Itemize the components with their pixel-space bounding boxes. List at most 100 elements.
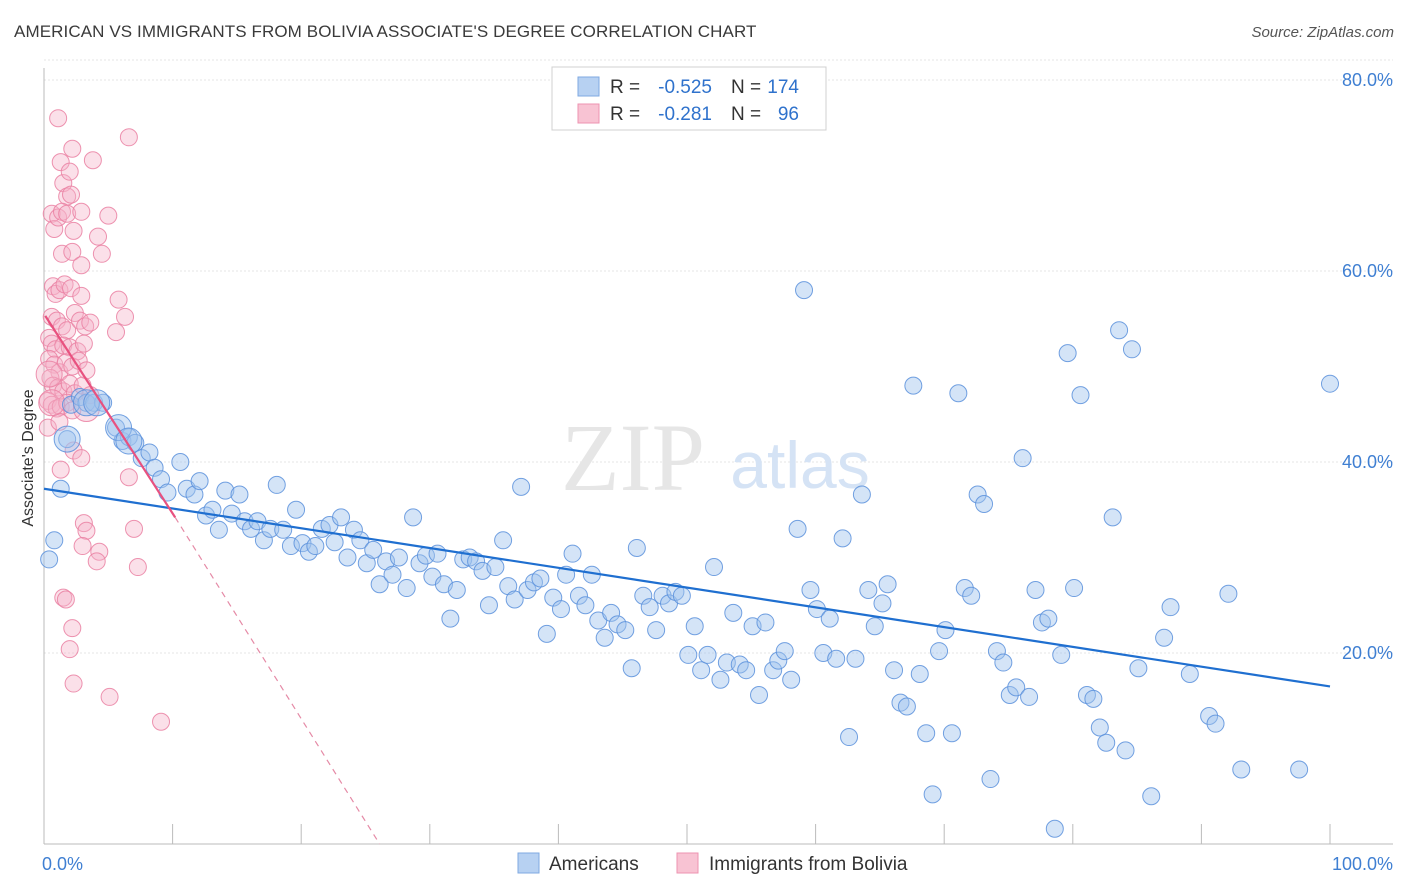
americans-point-84	[595, 628, 614, 647]
bolivia-point-10	[45, 219, 64, 238]
americans-point-134	[917, 724, 936, 743]
americans-point-110	[764, 661, 783, 680]
americans-point-175	[1232, 760, 1251, 779]
bolivia-point-66	[63, 401, 82, 420]
americans-point-17	[158, 483, 177, 502]
americans-point-74	[531, 569, 550, 588]
americans-point-149	[1013, 449, 1032, 468]
americans-point-144	[981, 770, 1000, 789]
americans-point-53	[397, 579, 416, 598]
americans-point-60	[441, 609, 460, 628]
bolivia-point-79	[128, 558, 147, 577]
bolivia-point-27	[72, 286, 91, 305]
bolivia-point-83	[60, 640, 79, 659]
chart-title: AMERICAN VS IMMIGRANTS FROM BOLIVIA ASSO…	[14, 22, 757, 41]
trend-lines	[43, 315, 1331, 845]
americans-point-49	[370, 575, 389, 594]
americans-point-158	[1071, 386, 1090, 405]
americans-point-142	[968, 485, 987, 504]
americans-point-128	[878, 575, 897, 594]
legend-blue-swatch	[577, 76, 600, 97]
americans-point-72	[518, 580, 537, 599]
americans-point-68	[494, 531, 513, 550]
americans-point-0	[40, 550, 59, 569]
americans-point-140	[955, 579, 974, 598]
americans-point-24	[209, 520, 228, 539]
americans-point-15	[145, 458, 164, 477]
americans-point-75	[537, 624, 556, 643]
bolivia-point-46	[40, 349, 59, 368]
bolivia-point-70	[72, 449, 91, 468]
watermark: ZIP atlas	[561, 404, 870, 511]
americans-point-135	[923, 785, 942, 804]
americans-point-125	[859, 580, 878, 599]
americans-point-44	[338, 548, 357, 567]
bolivia-point-72	[51, 460, 70, 479]
americans-point-101	[705, 558, 724, 577]
americans-point-48	[364, 540, 383, 559]
americans-point-139	[949, 384, 968, 403]
americans-point-102	[711, 670, 730, 689]
americans-point-51	[383, 565, 402, 584]
bolivia-point-56	[54, 382, 73, 401]
americans-point-116	[801, 580, 820, 599]
americans-point-109	[756, 613, 775, 632]
americans-point-168	[1142, 787, 1161, 806]
bolivia-point-36	[81, 313, 100, 332]
bolivia-point-15	[72, 202, 91, 221]
americans-point-163	[1103, 508, 1122, 527]
americans-point-114	[788, 519, 807, 538]
x-tick-label-100: 100.0%	[1332, 854, 1393, 874]
americans-point-121	[833, 529, 852, 548]
bolivia-point-8	[119, 128, 138, 147]
legend-n-label-2: N =	[731, 104, 761, 125]
americans-point-55	[410, 554, 429, 573]
americans-point-151	[1026, 580, 1045, 599]
y-tick-label-20: 20.0%	[1342, 643, 1393, 663]
americans-point-88	[622, 659, 641, 678]
americans-point-108	[750, 686, 769, 705]
americans-point-147	[1000, 686, 1019, 705]
bolivia-point-44	[74, 334, 93, 353]
americans-point-14	[140, 443, 159, 462]
americans-point-77	[551, 600, 570, 619]
americans-point-81	[576, 596, 595, 615]
bolivia-point-80	[54, 588, 73, 607]
americans-point-127	[873, 594, 892, 613]
americans-point-169	[1155, 628, 1174, 647]
americans-point-133	[910, 665, 929, 684]
bolivia-points	[35, 109, 171, 731]
bolivia-point-74	[77, 521, 96, 540]
americans-point-136	[930, 642, 949, 661]
bolivia-point-14	[64, 221, 83, 240]
americans-point-165	[1116, 741, 1135, 760]
legend-bottom-blue-swatch	[517, 852, 540, 874]
grid-lines	[44, 59, 1393, 654]
bolivia-point-16	[99, 206, 118, 225]
bolivia-point-large-1	[38, 389, 66, 417]
americans-point-25	[216, 481, 235, 500]
source-credit: Source: ZipAtlas.com	[1251, 24, 1394, 41]
americans-point-148	[1007, 678, 1026, 697]
bolivia-point-37	[116, 307, 135, 326]
americans-point-122	[840, 728, 859, 747]
bolivia-point-67	[38, 418, 57, 437]
bolivia-point-85	[100, 687, 119, 706]
legend-r-label-1: R =	[610, 77, 640, 98]
bolivia-point-21	[92, 244, 111, 263]
legend-bottom-bolivia: Immigrants from Bolivia	[709, 854, 908, 875]
americans-point-54	[404, 508, 423, 527]
americans-point-138	[942, 724, 961, 743]
americans-point-160	[1084, 689, 1103, 708]
americans-point-119	[820, 609, 839, 628]
bolivia-point-82	[63, 619, 82, 638]
axes	[43, 68, 1393, 845]
bolivia-point-84	[64, 674, 83, 693]
americans-point-31	[254, 531, 273, 550]
americans-point-120	[827, 649, 846, 668]
bolivia-point-4	[83, 151, 102, 170]
watermark-zip: ZIP	[561, 404, 705, 511]
bolivia-point-24	[50, 281, 69, 300]
americans-point-98	[685, 617, 704, 636]
